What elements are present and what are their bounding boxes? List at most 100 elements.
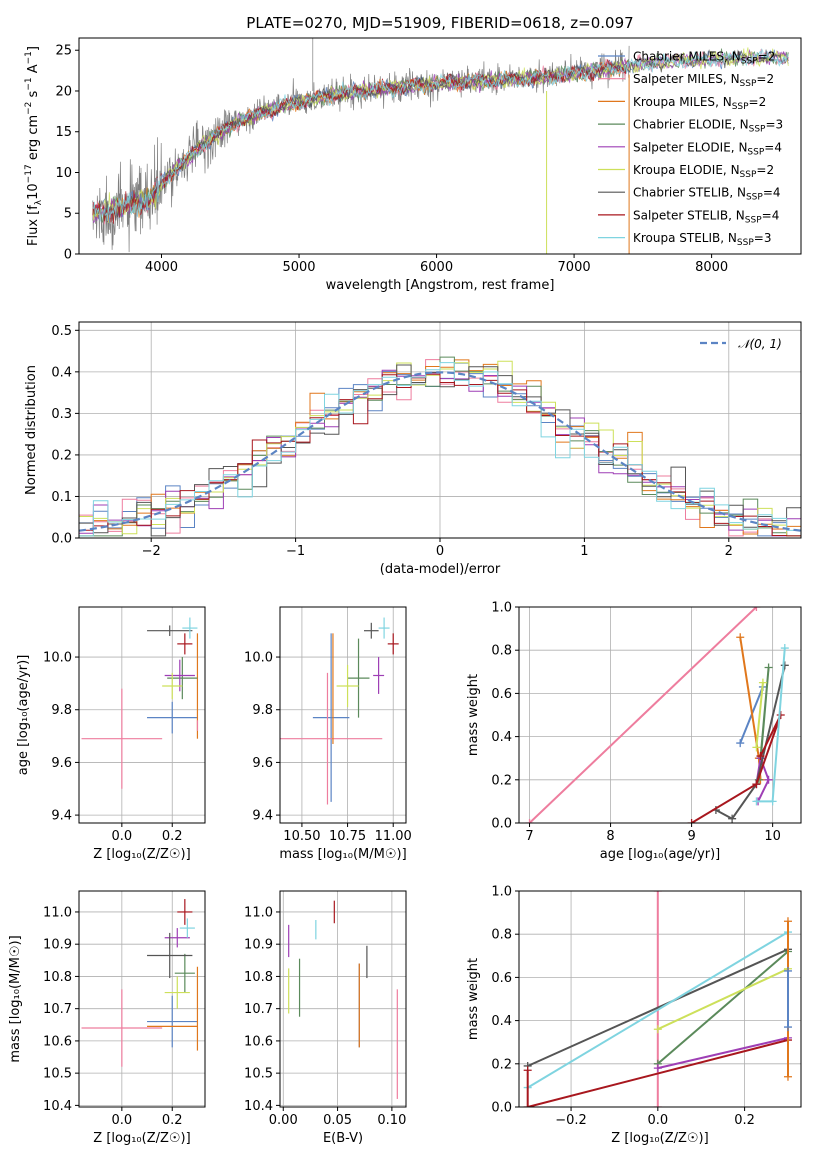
mass-weight-marker xyxy=(653,1064,662,1073)
legend-n-sub: SSP xyxy=(732,102,749,112)
plot-area xyxy=(523,891,792,1107)
y-tick-label: 11.0 xyxy=(43,905,72,920)
legend-nssp: 2 xyxy=(768,50,776,64)
mass-weight-line xyxy=(528,607,758,823)
legend-nssp: 2 xyxy=(766,163,774,177)
mass-weight-line xyxy=(527,931,789,1089)
y-tick-label: 0.3 xyxy=(51,407,72,422)
legend-model-name: Kroupa STELIB xyxy=(633,231,720,245)
legend-n: N xyxy=(731,72,740,86)
mass-weight-marker xyxy=(752,607,761,611)
y-label-part: s xyxy=(26,90,41,101)
legend-eq: = xyxy=(754,231,764,245)
plot-area xyxy=(525,607,789,823)
y-tick-label: 0.2 xyxy=(491,1057,512,1072)
legend-model-name: Chabrier MILES xyxy=(633,50,724,64)
x-tick-label: 8 xyxy=(606,829,614,844)
legend-sep: , xyxy=(731,140,739,154)
y-label-part: λ xyxy=(34,199,44,205)
y-tick-label: 0.4 xyxy=(51,365,72,380)
y-label-part: 10 xyxy=(26,183,41,200)
y-tick-label: 10.6 xyxy=(43,1034,72,1049)
mass-weight-marker xyxy=(780,644,789,653)
x-tick-label: 1 xyxy=(580,544,588,559)
legend-n-sub: SSP xyxy=(749,125,766,135)
x-tick-label: 0.2 xyxy=(162,829,183,844)
y-axis-label: mass [log₁₀(M/M☉)] xyxy=(8,935,23,1062)
mass-vs-extinction-panel: 0.00 0.05 0.10 10.4 10.5 10.6 10.7 10.8 10.9 11.0… xyxy=(244,890,407,1146)
x-tick-label: 5000 xyxy=(282,260,315,275)
legend-label: Chabrier MILES, NSSP=2 xyxy=(633,50,775,67)
mass-weight-marker xyxy=(756,752,765,761)
legend-sep: , xyxy=(724,50,732,64)
legend-n: N xyxy=(728,231,737,245)
mass-weight-line xyxy=(715,665,786,821)
y-tick-label: 10.5 xyxy=(244,1067,273,1082)
y-tick-label: 0.4 xyxy=(491,730,512,745)
y-tick-label: 0.0 xyxy=(491,817,512,832)
y-tick-label: 10.7 xyxy=(43,1002,72,1017)
mass-weight-marker xyxy=(525,819,534,823)
mass-weight-marker xyxy=(783,917,792,926)
legend-label: Salpeter STELIB, NSSP=4 xyxy=(633,208,779,225)
y-tick-label: 10.9 xyxy=(43,938,72,953)
legend-model-name: Salpeter STELIB xyxy=(633,208,728,222)
plot-area xyxy=(92,38,789,254)
mass-weight-vs-metallicity-panel: −0.2 0.0 0.2 0.0 0.2 0.4 0.6 0.8 1.0 Z [log₁₀(Z/Z… xyxy=(466,885,802,1146)
legend-n-sub: SSP xyxy=(741,57,758,67)
y-tick-label: 15 xyxy=(55,125,72,140)
mass-weight-line xyxy=(755,682,764,748)
plot-area xyxy=(280,617,399,805)
y-tick-label: 0.1 xyxy=(51,490,72,505)
mass-weight-line xyxy=(691,714,782,823)
legend-nssp: 4 xyxy=(772,208,780,222)
legend-n: N xyxy=(736,208,745,222)
legend-eq: = xyxy=(765,118,775,132)
y-tick-label: 10.8 xyxy=(244,970,273,985)
legend-nssp: 4 xyxy=(774,140,782,154)
residual-histogram-step xyxy=(79,373,801,538)
y-tick-label: 9.8 xyxy=(51,703,72,718)
legend-sep: , xyxy=(715,95,723,109)
legend-n: N xyxy=(731,163,740,177)
mass-weight-line xyxy=(657,950,789,1065)
legend-sep: , xyxy=(728,208,736,222)
y-tick-label: 10.8 xyxy=(43,970,72,985)
y-tick-label: 0.4 xyxy=(491,1014,512,1029)
y-tick-label: 0 xyxy=(64,248,72,263)
axes-frame xyxy=(279,890,407,1108)
mass-weight-marker xyxy=(783,966,792,975)
mass-weight-marker xyxy=(687,819,696,823)
mass-vs-metallicity-panel: 0.0 0.2 10.4 10.5 10.6 10.7 10.8 10.9 11.0 Z [log… xyxy=(8,890,206,1146)
residual-histogram-panel: −2 −1 0 1 2 0.0 0.1 0.2 0.3 0.4 0.5 (data-model)/er… xyxy=(24,321,802,577)
y-label-part: Flux [f xyxy=(26,205,41,246)
y-tick-label: 10.9 xyxy=(244,938,273,953)
y-tick-label: 10.4 xyxy=(244,1099,273,1114)
legend-eq: = xyxy=(749,95,759,109)
legend-nssp: 3 xyxy=(776,118,784,132)
mass-weight-marker xyxy=(752,743,761,752)
legend-n: N xyxy=(732,50,741,64)
y-label-part: −1 xyxy=(24,77,34,90)
y-axis-label: Flux [fλ10−17 erg cm−2 s−1 A−1] xyxy=(24,46,44,246)
x-tick-label: 0.0 xyxy=(111,829,132,844)
x-axis-label: mass [log₁₀(M/M☉)] xyxy=(279,847,406,862)
legend-label: Kroupa ELODIE, NSSP=2 xyxy=(633,163,774,180)
legend-eq: = xyxy=(756,163,766,177)
y-axis-label: Normed distribution xyxy=(24,365,39,495)
x-tick-label: 10.75 xyxy=(329,829,366,844)
plot-area xyxy=(81,617,199,789)
y-axis-label: mass weight xyxy=(466,674,481,756)
legend-n-sub: SSP xyxy=(747,147,764,157)
legend-n-sub: SSP xyxy=(745,215,762,225)
y-tick-label: 20 xyxy=(55,84,72,99)
model-spectrum-line xyxy=(92,47,789,223)
mass-weight-marker xyxy=(736,633,745,642)
legend-nssp: 2 xyxy=(766,72,774,86)
figure-title: PLATE=0270, MJD=51909, FIBERID=0618, z=0… xyxy=(246,14,633,32)
x-tick-label: 8000 xyxy=(695,260,728,275)
y-tick-label: 0.6 xyxy=(491,971,512,986)
x-tick-label: 10 xyxy=(764,829,781,844)
mass-weight-vs-age-panel: 7 8 9 10 0.0 0.2 0.4 0.6 0.8 1.0 age [log₁₀(age/yr… xyxy=(466,601,802,862)
